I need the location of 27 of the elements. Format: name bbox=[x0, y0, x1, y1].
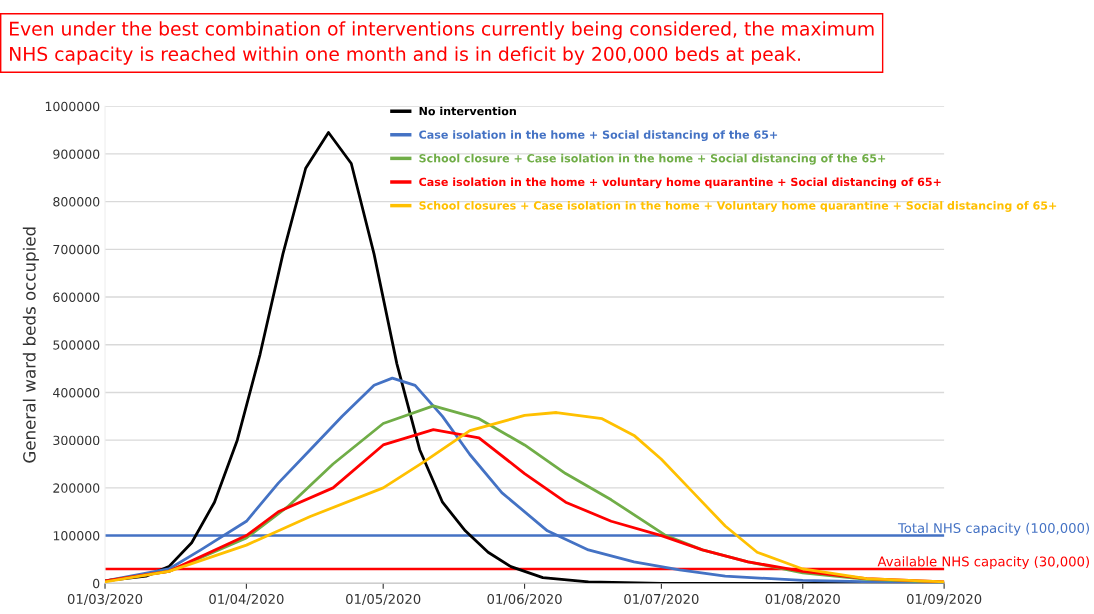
y-tick-label: 400000 bbox=[53, 387, 100, 398]
y-tick-label: 500000 bbox=[53, 340, 100, 350]
y-tick-label: 100000 bbox=[53, 531, 100, 541]
x-tick-label: 01/05/2020 bbox=[346, 593, 421, 605]
legend-label: Case isolation in the home + Social distancing of the 65+ bbox=[419, 130, 778, 142]
ref-line-label: Available NHS capacity (30,000) bbox=[877, 556, 1089, 569]
y-tick-label: 300000 bbox=[53, 435, 100, 446]
legend-label: Case isolation in the home + voluntary home quarantine + Social distancing of 65+ bbox=[419, 177, 941, 189]
y-axis-title: General ward beds occupied bbox=[22, 227, 39, 463]
legend-label: No intervention bbox=[419, 106, 516, 116]
y-tick-label: 1000000 bbox=[45, 101, 100, 112]
x-tick-label: 01/04/2020 bbox=[209, 593, 284, 605]
y-tick-label: 700000 bbox=[53, 244, 100, 255]
y-tick-label: 800000 bbox=[53, 197, 100, 207]
legend-label: School closure + Case isolation in the home + Social distancing of the 65+ bbox=[419, 153, 886, 165]
x-tick-label: 01/06/2020 bbox=[487, 593, 562, 605]
chart-title: Even under the best combination of interventions currently being considered, the maximum NHS capacity is reached within one month and is in deficit by 200,000 beds at peak. bbox=[10, 21, 874, 65]
y-tick-label: 600000 bbox=[53, 292, 100, 302]
y-tick-label: 0 bbox=[93, 578, 100, 589]
ref-line-label: Total NHS capacity (100,000) bbox=[897, 522, 1089, 536]
x-tick-label: 01/08/2020 bbox=[765, 593, 840, 605]
legend-label: School closures + Case isolation in the home + Voluntary home quarantine + Social distancing of 65+ bbox=[419, 201, 1057, 212]
x-tick-label: 01/07/2020 bbox=[624, 593, 699, 605]
y-tick-label: 200000 bbox=[53, 483, 100, 493]
x-tick-label: 01/03/2020 bbox=[67, 593, 143, 605]
y-tick-label: 900000 bbox=[53, 149, 100, 159]
x-tick-label: 01/09/2020 bbox=[906, 593, 982, 605]
